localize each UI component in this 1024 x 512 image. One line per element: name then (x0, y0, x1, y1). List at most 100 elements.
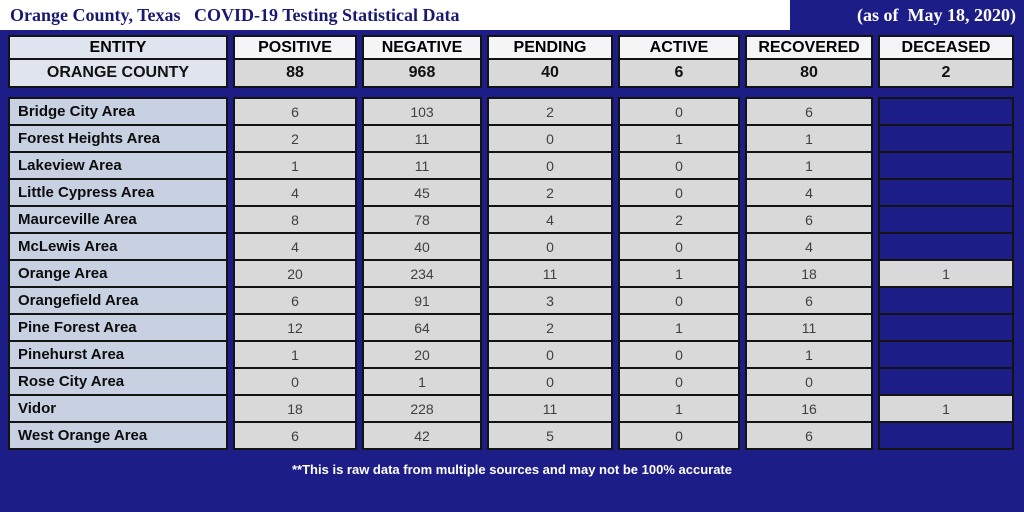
value-cell (878, 340, 1014, 369)
header-cell-active: ACTIVE (618, 35, 740, 60)
value-cell: 0 (618, 340, 740, 369)
entity-cell: Little Cypress Area (8, 178, 228, 207)
value-cell: 1 (618, 313, 740, 342)
value-cell: 103 (362, 97, 482, 126)
value-cell: 2 (233, 124, 357, 153)
value-cell: 0 (618, 232, 740, 261)
value-cell (878, 97, 1014, 126)
value-cell: 5 (487, 421, 613, 450)
value-cell: 2 (487, 178, 613, 207)
table-row: Forest Heights Area 2 11 0 1 1 (8, 124, 1016, 153)
header-cell-positive: POSITIVE (233, 35, 357, 60)
entity-cell: Orangefield Area (8, 286, 228, 315)
entity-cell: ORANGE COUNTY (8, 58, 228, 88)
value-cell: 3 (487, 286, 613, 315)
value-cell-positive: 88 (233, 58, 357, 88)
value-cell (878, 421, 1014, 450)
value-cell: 91 (362, 286, 482, 315)
value-cell: 1 (618, 394, 740, 423)
table-header-row: ENTITY POSITIVE NEGATIVE PENDING ACTIVE … (8, 35, 1016, 60)
value-cell-recovered: 80 (745, 58, 873, 88)
value-cell: 0 (618, 178, 740, 207)
table-row: Vidor 18 228 11 1 16 1 (8, 394, 1016, 423)
value-cell: 0 (487, 367, 613, 396)
value-cell: 0 (487, 124, 613, 153)
value-cell: 0 (487, 232, 613, 261)
value-cell: 6 (745, 286, 873, 315)
value-cell: 16 (745, 394, 873, 423)
value-cell: 0 (618, 97, 740, 126)
value-cell: 4 (487, 205, 613, 234)
entity-cell: West Orange Area (8, 421, 228, 450)
value-cell (878, 124, 1014, 153)
value-cell: 18 (233, 394, 357, 423)
title-bar: Orange County, Texas COVID-19 Testing St… (0, 0, 1024, 30)
value-cell: 8 (233, 205, 357, 234)
value-cell: 1 (618, 259, 740, 288)
value-cell: 0 (487, 340, 613, 369)
value-cell: 1 (233, 340, 357, 369)
date-note: (as of May 18, 2020) (857, 4, 1016, 25)
table-row: Lakeview Area 1 11 0 0 1 (8, 151, 1016, 180)
value-cell: 11 (362, 124, 482, 153)
value-cell: 12 (233, 313, 357, 342)
entity-cell: Maurceville Area (8, 205, 228, 234)
table-row: Pinehurst Area 1 20 0 0 1 (8, 340, 1016, 369)
value-cell (878, 286, 1014, 315)
table-row: Maurceville Area 8 78 4 2 6 (8, 205, 1016, 234)
table-row: Rose City Area 0 1 0 0 0 (8, 367, 1016, 396)
entity-cell: Lakeview Area (8, 151, 228, 180)
value-cell: 2 (487, 97, 613, 126)
entity-cell: Forest Heights Area (8, 124, 228, 153)
value-cell: 4 (233, 232, 357, 261)
entity-cell: Pinehurst Area (8, 340, 228, 369)
value-cell: 18 (745, 259, 873, 288)
value-cell: 0 (745, 367, 873, 396)
table-row: West Orange Area 6 42 5 0 6 (8, 421, 1016, 450)
value-cell: 0 (618, 286, 740, 315)
value-cell (878, 205, 1014, 234)
value-cell (878, 151, 1014, 180)
value-cell: 64 (362, 313, 482, 342)
value-cell: 6 (745, 205, 873, 234)
value-cell: 4 (233, 178, 357, 207)
value-cell: 1 (362, 367, 482, 396)
value-cell-deceased: 2 (878, 58, 1014, 88)
value-cell: 11 (745, 313, 873, 342)
header-cell-entity: ENTITY (8, 35, 228, 60)
value-cell: 2 (487, 313, 613, 342)
page-title: Orange County, Texas COVID-19 Testing St… (10, 4, 460, 25)
value-cell (878, 367, 1014, 396)
value-cell: 0 (618, 421, 740, 450)
value-cell: 11 (487, 259, 613, 288)
title-strip: Orange County, Texas COVID-19 Testing St… (0, 0, 790, 30)
value-cell (878, 313, 1014, 342)
value-cell-pending: 40 (487, 58, 613, 88)
value-cell: 0 (487, 151, 613, 180)
value-cell: 234 (362, 259, 482, 288)
header-cell-negative: NEGATIVE (362, 35, 482, 60)
table-row: Bridge City Area 6 103 2 0 6 (8, 97, 1016, 126)
footer: **This is raw data from multiple sources… (0, 461, 1024, 479)
entity-cell: Rose City Area (8, 367, 228, 396)
value-cell: 78 (362, 205, 482, 234)
value-cell: 1 (745, 124, 873, 153)
header-cell-deceased: DECEASED (878, 35, 1014, 60)
value-cell (878, 178, 1014, 207)
value-cell: 20 (233, 259, 357, 288)
value-cell (878, 232, 1014, 261)
value-cell: 45 (362, 178, 482, 207)
value-cell: 2 (618, 205, 740, 234)
value-cell: 11 (362, 151, 482, 180)
table-row: Orangefield Area 6 91 3 0 6 (8, 286, 1016, 315)
value-cell: 1 (878, 259, 1014, 288)
entity-cell: Pine Forest Area (8, 313, 228, 342)
table-row: Pine Forest Area 12 64 2 1 11 (8, 313, 1016, 342)
value-cell: 228 (362, 394, 482, 423)
value-cell-negative: 968 (362, 58, 482, 88)
entity-cell: McLewis Area (8, 232, 228, 261)
value-cell: 20 (362, 340, 482, 369)
table-row: Orange Area 20 234 11 1 18 1 (8, 259, 1016, 288)
date-strip: (as of May 18, 2020) (790, 0, 1024, 30)
value-cell: 40 (362, 232, 482, 261)
